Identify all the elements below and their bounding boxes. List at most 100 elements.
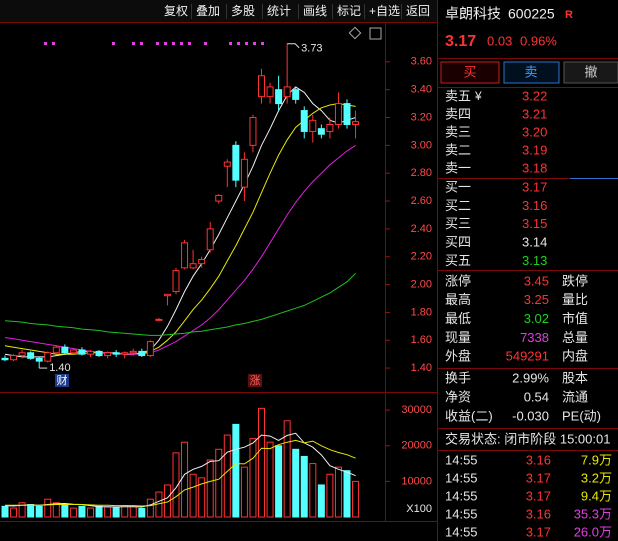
stat-label: 最高 — [445, 292, 471, 307]
candle-body — [258, 75, 265, 98]
stock-code: 600225 — [508, 6, 555, 22]
order-price: 3.13 — [522, 253, 547, 268]
volume-tick-label: 10000 — [401, 475, 432, 487]
order-price: 3.16 — [522, 198, 547, 213]
order-price: 3.18 — [522, 160, 547, 175]
volume-bar — [206, 459, 214, 518]
candle-body — [104, 352, 112, 357]
order-label: 卖一 — [445, 160, 471, 175]
stat-label: 量比 — [562, 292, 588, 307]
volume-bar — [275, 445, 283, 518]
tick-time: 14:55 — [445, 488, 478, 503]
candle-body — [266, 86, 274, 98]
volume-bar — [18, 502, 26, 518]
trade-button[interactable]: 买 — [463, 64, 476, 79]
volume-bar — [266, 441, 274, 518]
last-price: 3.17 — [445, 33, 476, 50]
candle-body — [206, 228, 214, 251]
volume-bar — [95, 505, 103, 518]
event-marker[interactable]: 财 — [57, 373, 68, 387]
candle-body — [317, 128, 325, 135]
stat-value: 3.25 — [524, 292, 549, 307]
y-tick-label: 2.80 — [411, 167, 432, 179]
cancel-button[interactable] — [563, 61, 618, 84]
tick-volume: 3.2万 — [581, 470, 612, 485]
volume-moving-average — [5, 439, 356, 507]
y-tick-label: 3.40 — [411, 84, 432, 96]
toggle-icon[interactable] — [369, 27, 382, 40]
volume-bar — [181, 441, 189, 518]
tick-price: 3.17 — [526, 488, 551, 503]
candle-body — [69, 349, 77, 354]
volume-bar — [10, 507, 18, 518]
candle-body — [240, 158, 248, 188]
trade-button[interactable]: 卖 — [524, 64, 537, 79]
quote-panel — [438, 58, 618, 451]
trade-button[interactable]: 撤 — [584, 64, 597, 79]
volume-bar — [44, 498, 52, 518]
settings-icon[interactable] — [348, 26, 362, 40]
volume-bar — [223, 434, 231, 518]
moving-average — [4, 273, 356, 336]
toolbar-button[interactable]: +自选 — [369, 4, 400, 18]
candle-body — [35, 357, 43, 362]
toolbar-button[interactable]: 画线 — [303, 4, 327, 18]
toolbar-button[interactable]: 统计 — [267, 4, 291, 18]
fund-label: PE(动) — [562, 408, 601, 423]
volume-bar — [300, 455, 308, 518]
high-label: 3.73 — [301, 43, 322, 55]
stat-value: 549291 — [506, 349, 549, 364]
toolbar-button[interactable]: 标记 — [337, 4, 361, 18]
toolbar-button[interactable]: 返回 — [406, 4, 430, 18]
change-pct: 0.96% — [520, 33, 557, 48]
volume-bar — [146, 498, 154, 518]
candle-body — [61, 346, 69, 354]
stat-label: 跌停 — [562, 273, 588, 288]
event-marker[interactable]: 涨 — [250, 374, 261, 387]
y-tick-label: 1.40 — [411, 362, 432, 374]
volume-bar — [317, 484, 325, 518]
stock-name: 卓朗科技 — [445, 6, 501, 22]
toolbar-button[interactable]: 叠加 — [196, 4, 220, 18]
fund-value: 2.99% — [512, 370, 549, 385]
volume-bar — [326, 473, 334, 518]
volume-bar — [215, 448, 223, 518]
stat-label: 最低 — [445, 311, 471, 326]
volume-bar — [52, 502, 60, 518]
candle-body — [309, 119, 317, 132]
tick-volume: 7.9万 — [581, 452, 612, 467]
volume-bar — [189, 473, 197, 518]
fund-value: -0.030 — [512, 408, 549, 423]
volume-bar — [343, 470, 351, 518]
order-label: 买二 — [445, 198, 471, 213]
toolbar-button[interactable]: 复权 — [164, 4, 188, 18]
stat-label: 总量 — [562, 330, 588, 345]
volume-bar — [78, 505, 86, 518]
order-price: 3.21 — [522, 106, 547, 121]
fund-label: 净资 — [445, 389, 471, 404]
tick-volume: 26.0万 — [574, 524, 612, 539]
order-label: 买五 — [445, 253, 471, 268]
candle-body — [215, 194, 223, 202]
candle-body — [249, 117, 257, 146]
y-tick-label: 3.60 — [411, 56, 432, 68]
toolbar-button[interactable]: 多股 — [231, 4, 255, 18]
y-tick-label: 2.60 — [411, 195, 432, 207]
order-label: 卖四 — [445, 106, 471, 121]
sell-button[interactable] — [503, 61, 560, 84]
order-price: 3.14 — [522, 235, 547, 250]
order-label: 买四 — [445, 235, 471, 250]
buy-button[interactable] — [440, 61, 500, 84]
candle-body — [326, 123, 334, 132]
volume-bar — [283, 420, 291, 518]
volume-bar — [198, 477, 206, 518]
candle-body — [1, 357, 9, 361]
tick-time: 14:55 — [445, 524, 478, 539]
badge: R — [565, 9, 573, 21]
y-tick-label: 3.20 — [411, 111, 432, 123]
volume-bar — [69, 507, 77, 518]
tick-price: 3.17 — [526, 524, 551, 539]
candle-body — [181, 242, 189, 269]
tick-time: 14:55 — [445, 452, 478, 467]
